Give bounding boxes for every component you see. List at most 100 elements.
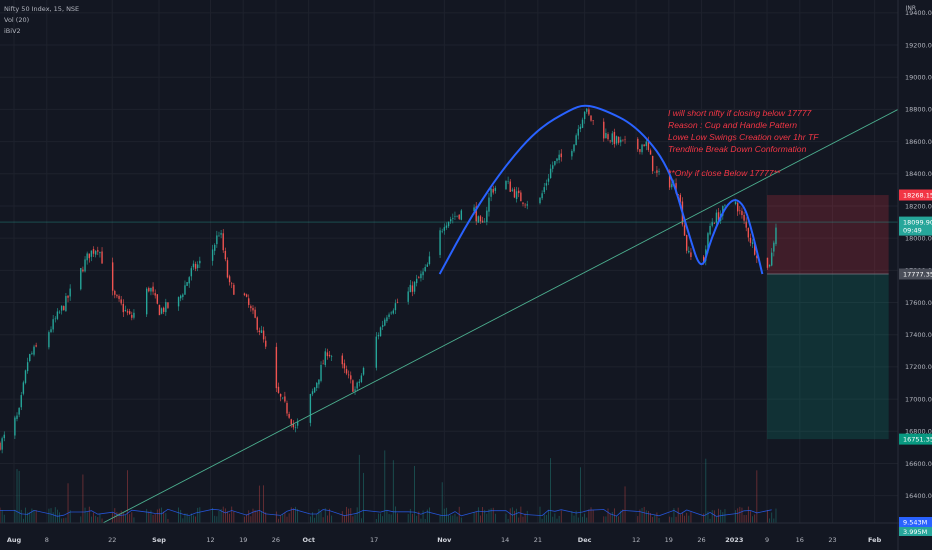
candle-body bbox=[114, 290, 116, 295]
y-tick-label: 18200.00 bbox=[905, 202, 932, 210]
candle-body bbox=[294, 427, 297, 428]
candle-body bbox=[145, 288, 148, 315]
x-tick-label: 14 bbox=[501, 536, 509, 544]
candle-body bbox=[445, 225, 448, 228]
y-tick-label: 19200.00 bbox=[905, 41, 932, 49]
legend-volume: Vol (20) bbox=[4, 16, 30, 24]
candle-body bbox=[509, 181, 511, 192]
volume-bar bbox=[84, 507, 86, 523]
volume-bar bbox=[375, 518, 377, 523]
volume-bar bbox=[775, 508, 777, 523]
volume-bar bbox=[518, 517, 520, 523]
volume-bar bbox=[80, 516, 82, 523]
volume-bar bbox=[703, 513, 705, 523]
volume-bar bbox=[716, 517, 717, 523]
candle-body bbox=[396, 301, 399, 303]
volume-bar bbox=[550, 458, 552, 523]
volume-bar bbox=[643, 506, 645, 523]
candle-body bbox=[492, 189, 494, 193]
y-tick-label: 17200.00 bbox=[905, 363, 932, 371]
volume-bar bbox=[707, 511, 709, 523]
volume-bar bbox=[326, 515, 328, 523]
candle-body bbox=[458, 214, 460, 219]
volume-bar bbox=[22, 518, 24, 523]
candle-body bbox=[526, 204, 528, 206]
volume-bar bbox=[624, 486, 626, 523]
volume-bar bbox=[50, 508, 52, 523]
candle-body bbox=[415, 278, 418, 284]
volume-bar bbox=[686, 512, 688, 523]
current-price-label-bg bbox=[899, 216, 932, 236]
y-tick-label: 17600.00 bbox=[905, 299, 932, 307]
candle-body bbox=[507, 181, 509, 183]
candle-body bbox=[545, 183, 548, 186]
volume-bar bbox=[524, 513, 526, 523]
volume-bar bbox=[341, 511, 343, 523]
candle-body bbox=[82, 269, 84, 272]
candle-body bbox=[605, 133, 607, 139]
candle-body bbox=[424, 267, 426, 272]
volume-bar bbox=[156, 509, 158, 523]
volume-bar bbox=[414, 465, 415, 523]
legend-symbol: Nifty 50 Index, 15, NSE bbox=[4, 5, 80, 13]
x-tick-label: 17 bbox=[370, 536, 378, 544]
candle-body bbox=[54, 318, 56, 320]
volume-bar bbox=[586, 517, 588, 523]
candle-body bbox=[216, 235, 218, 245]
candle-body bbox=[552, 165, 554, 169]
candle-body bbox=[1, 438, 3, 450]
candle-body bbox=[296, 421, 299, 426]
volume-bar bbox=[67, 483, 69, 523]
volume-bar bbox=[607, 508, 609, 523]
volume-bar bbox=[152, 514, 154, 523]
candle-body bbox=[116, 295, 118, 297]
volume-bar bbox=[741, 507, 743, 523]
y-tick-label: 16800.00 bbox=[905, 428, 932, 436]
candle-body bbox=[265, 340, 267, 347]
volume-bar bbox=[159, 508, 160, 523]
x-tick-label: 23 bbox=[828, 536, 836, 544]
volume-bar bbox=[212, 507, 213, 523]
volume-bar bbox=[278, 518, 279, 523]
volume-bar bbox=[218, 510, 220, 523]
candle-body bbox=[707, 233, 709, 251]
x-tick-label: Nov bbox=[437, 536, 452, 544]
x-tick-label: 19 bbox=[239, 536, 247, 544]
volume-bar bbox=[482, 507, 483, 523]
volume-bar bbox=[677, 507, 679, 523]
legend-indicator: iBiV2 bbox=[4, 27, 21, 35]
candle-body bbox=[262, 330, 265, 340]
x-tick-label: 12 bbox=[206, 536, 214, 544]
candle-body bbox=[31, 353, 33, 355]
candle-body bbox=[292, 423, 295, 428]
volume-bar bbox=[88, 506, 90, 523]
volume-bar bbox=[448, 515, 449, 523]
candle-body bbox=[120, 299, 122, 304]
candle-body bbox=[131, 314, 133, 318]
candle-body bbox=[637, 138, 639, 150]
volume-bar bbox=[747, 506, 749, 523]
volume-bar bbox=[573, 515, 575, 523]
volume-bar bbox=[231, 506, 233, 523]
volume-bar bbox=[609, 513, 611, 523]
candle-body bbox=[741, 210, 743, 216]
volume-bar bbox=[320, 511, 322, 523]
candle-body bbox=[275, 346, 278, 389]
volume-bar bbox=[286, 516, 288, 523]
volume-bar bbox=[388, 514, 390, 523]
candle-body bbox=[647, 140, 650, 150]
volume-bar bbox=[31, 508, 33, 523]
volume-bar bbox=[288, 513, 290, 523]
volume-ma-line bbox=[0, 508, 772, 517]
x-tick-label: Feb bbox=[868, 536, 882, 544]
volume-bar bbox=[705, 458, 707, 523]
volume-bar bbox=[416, 515, 418, 523]
volume-bar bbox=[33, 510, 35, 523]
candle-body bbox=[384, 319, 386, 326]
x-tick-label: 21 bbox=[534, 536, 542, 544]
candle-body bbox=[411, 285, 414, 292]
candle-body bbox=[743, 214, 745, 221]
volume-bar bbox=[148, 511, 150, 523]
volume-bar bbox=[214, 515, 216, 523]
